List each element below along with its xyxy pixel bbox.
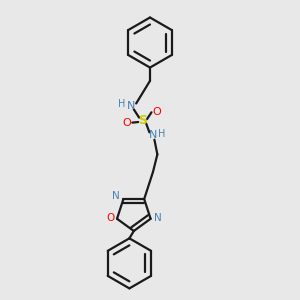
Text: N: N <box>112 191 120 201</box>
Text: H: H <box>118 99 126 110</box>
Text: N: N <box>154 213 162 223</box>
Text: O: O <box>106 213 115 223</box>
Text: N: N <box>127 101 135 111</box>
Text: S: S <box>138 114 147 127</box>
Text: N: N <box>149 130 157 140</box>
Text: H: H <box>158 129 166 139</box>
Text: O: O <box>122 118 131 128</box>
Text: O: O <box>152 107 161 117</box>
